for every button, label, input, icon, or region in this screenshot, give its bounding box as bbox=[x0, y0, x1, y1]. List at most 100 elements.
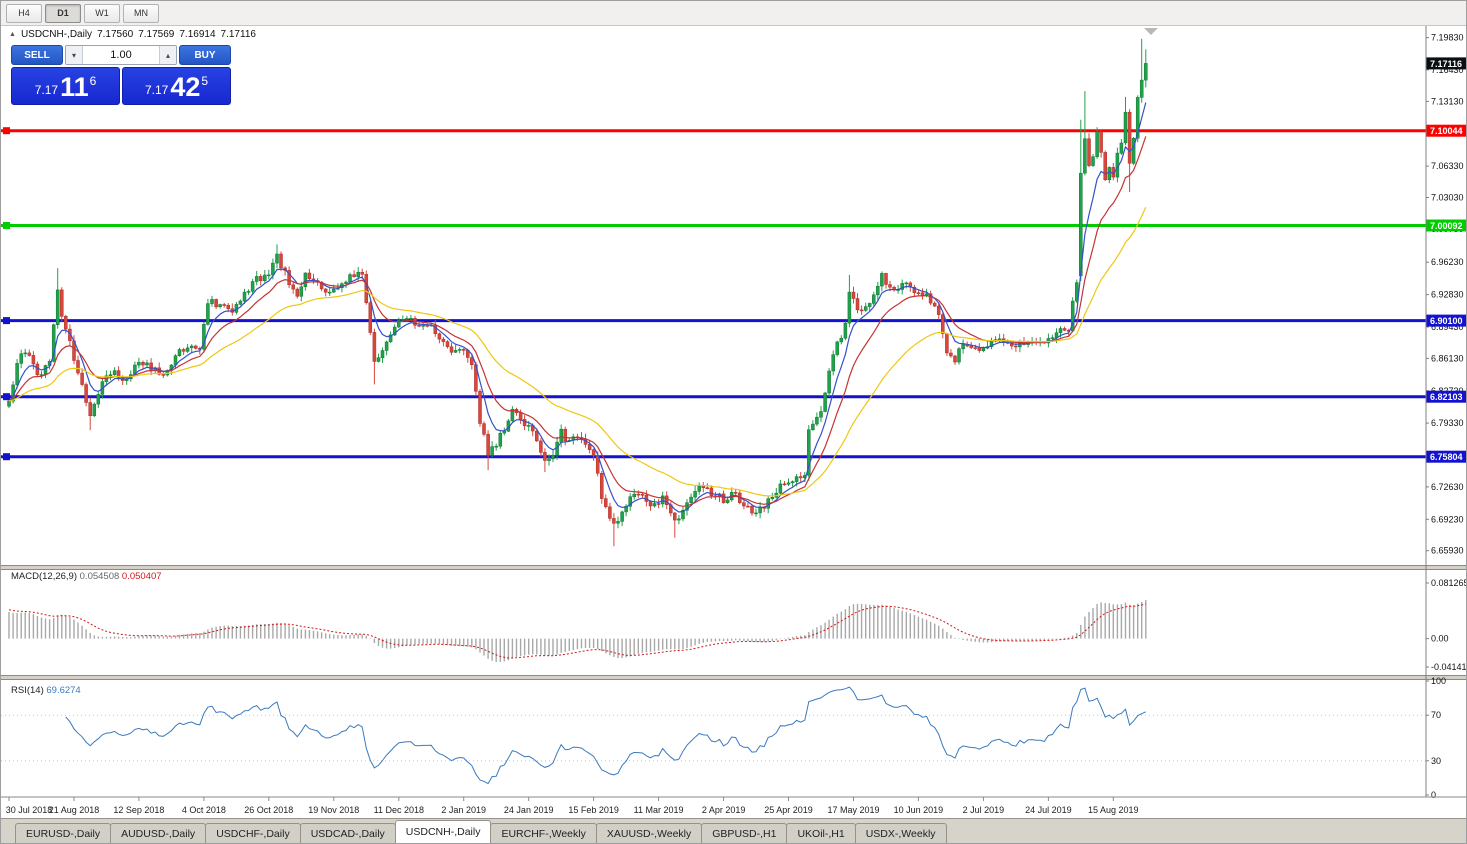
chart-canvas[interactable]: MACD(12,26,9) 0.054508 0.050407 RSI(14) 6… bbox=[1, 25, 1467, 821]
hline-left-marker bbox=[3, 453, 10, 461]
rsi-label: RSI(14) 69.6274 bbox=[11, 685, 81, 696]
price-badge: 6.75804 bbox=[1426, 450, 1466, 463]
timeframe-button-mn[interactable]: MN bbox=[123, 3, 159, 23]
buy-price-display[interactable]: 7.17 42 5 bbox=[122, 67, 231, 105]
buy-price-small: 7.17 bbox=[144, 83, 169, 97]
svg-text:6.90100: 6.90100 bbox=[1430, 316, 1463, 326]
buy-price-sup: 5 bbox=[201, 74, 209, 88]
svg-text:7.16430: 7.16430 bbox=[1431, 65, 1464, 75]
chart-shift-marker[interactable] bbox=[1144, 28, 1158, 35]
rsi-line bbox=[65, 686, 1147, 785]
svg-text:30 Jul 2018: 30 Jul 2018 bbox=[6, 805, 53, 815]
sell-price-small: 7.17 bbox=[34, 83, 59, 97]
candles bbox=[7, 38, 1148, 547]
hline-left-marker bbox=[3, 393, 10, 401]
timeframe-button-w1[interactable]: W1 bbox=[84, 3, 120, 23]
timeframe-button-d1[interactable]: D1 bbox=[45, 3, 81, 23]
chart-symbol-label: USDCNH-,Daily bbox=[20, 29, 93, 40]
price-scale[interactable]: 7.198307.164307.131307.098307.063307.030… bbox=[1425, 25, 1467, 800]
pane-separator[interactable] bbox=[1, 675, 1467, 680]
svg-text:6.92830: 6.92830 bbox=[1431, 290, 1464, 300]
svg-text:0.081265: 0.081265 bbox=[1431, 578, 1467, 588]
tab-audusd-daily[interactable]: AUDUSD-,Daily bbox=[110, 823, 207, 843]
sell-button[interactable]: SELL bbox=[11, 45, 63, 65]
svg-text:6.89430: 6.89430 bbox=[1431, 322, 1464, 332]
rsi-indicator-pane: RSI(14) 69.6274 bbox=[1, 685, 1426, 785]
svg-text:70: 70 bbox=[1431, 710, 1441, 720]
ohlc-high: 7.17569 bbox=[138, 29, 175, 40]
svg-text:30: 30 bbox=[1431, 756, 1441, 766]
ma-line-6 bbox=[8, 102, 1147, 513]
svg-text:2 Jul 2019: 2 Jul 2019 bbox=[963, 805, 1005, 815]
hline-left-marker bbox=[3, 222, 10, 229]
price-badge: 6.82103 bbox=[1426, 390, 1466, 403]
ohlc-low: 7.16914 bbox=[179, 29, 216, 40]
ma-line-13 bbox=[8, 136, 1147, 507]
svg-text:2 Apr 2019: 2 Apr 2019 bbox=[702, 805, 746, 815]
svg-text:25 Apr 2019: 25 Apr 2019 bbox=[764, 805, 813, 815]
tab-ukoil-h1[interactable]: UKOil-,H1 bbox=[786, 823, 856, 843]
collapse-triangle-icon[interactable]: ▲ bbox=[9, 31, 16, 38]
volume-increase-button[interactable]: ▴ bbox=[159, 46, 176, 64]
svg-text:7.06330: 7.06330 bbox=[1431, 161, 1464, 171]
tab-eurchf-weekly[interactable]: EURCHF-,Weekly bbox=[490, 823, 597, 843]
svg-text:10 Jun 2019: 10 Jun 2019 bbox=[894, 805, 944, 815]
ohlc-close: 7.17116 bbox=[220, 29, 256, 40]
svg-text:6.79330: 6.79330 bbox=[1431, 418, 1464, 428]
svg-text:6.75804: 6.75804 bbox=[1430, 452, 1463, 462]
hline-left-marker bbox=[3, 317, 10, 325]
svg-text:7.03030: 7.03030 bbox=[1431, 193, 1464, 203]
timeframe-toolbar: H4 D1 W1 MN bbox=[1, 1, 1466, 26]
svg-text:15 Aug 2019: 15 Aug 2019 bbox=[1088, 805, 1139, 815]
volume-input[interactable]: 1.00 bbox=[110, 49, 132, 61]
pane-separator[interactable] bbox=[1, 565, 1467, 570]
chart-ohlc-readout: ▲ USDCNH-,Daily 7.17560 7.17569 7.16914 … bbox=[9, 29, 256, 40]
svg-text:6.82103: 6.82103 bbox=[1430, 392, 1463, 402]
horizontal-lines bbox=[1, 127, 1426, 461]
svg-text:7.00092: 7.00092 bbox=[1430, 221, 1463, 231]
tab-usdchf-daily[interactable]: USDCHF-,Daily bbox=[205, 823, 301, 843]
tab-usdcad-daily[interactable]: USDCAD-,Daily bbox=[299, 823, 396, 843]
chart-tab-bar: EURUSD-,Daily AUDUSD-,Daily USDCHF-,Daily U… bbox=[1, 818, 1466, 843]
svg-text:6.65930: 6.65930 bbox=[1431, 546, 1464, 556]
tab-usdx-weekly[interactable]: USDX-,Weekly bbox=[854, 823, 947, 843]
hline-left-marker bbox=[3, 127, 10, 135]
svg-text:11 Mar 2019: 11 Mar 2019 bbox=[634, 805, 684, 815]
tab-usdcnh-daily[interactable]: USDCNH-,Daily bbox=[394, 820, 492, 843]
svg-text:0.00: 0.00 bbox=[1431, 634, 1449, 644]
svg-text:6.86130: 6.86130 bbox=[1431, 353, 1464, 363]
moving-averages bbox=[8, 102, 1147, 513]
volume-control: ▾ 1.00 ▴ bbox=[65, 45, 177, 65]
svg-text:100: 100 bbox=[1431, 676, 1446, 686]
sell-price-sup: 6 bbox=[89, 74, 97, 88]
macd-indicator-pane: MACD(12,26,9) 0.054508 0.050407 bbox=[8, 571, 1147, 662]
tab-gbpusd-h1[interactable]: GBPUSD-,H1 bbox=[701, 823, 788, 843]
sell-price-big: 11 bbox=[60, 72, 89, 102]
price-badge: 6.90100 bbox=[1426, 314, 1466, 327]
svg-text:26 Oct 2018: 26 Oct 2018 bbox=[244, 805, 293, 815]
svg-text:24 Jul 2019: 24 Jul 2019 bbox=[1025, 805, 1072, 815]
timeframe-button-h4[interactable]: H4 bbox=[6, 3, 42, 23]
price-badge: 7.00092 bbox=[1426, 219, 1466, 232]
svg-text:19 Nov 2018: 19 Nov 2018 bbox=[308, 805, 359, 815]
buy-button[interactable]: BUY bbox=[179, 45, 231, 65]
svg-text:17 May 2019: 17 May 2019 bbox=[827, 805, 879, 815]
tab-eurusd-daily[interactable]: EURUSD-,Daily bbox=[15, 823, 112, 843]
svg-text:-0.041413: -0.041413 bbox=[1431, 662, 1467, 672]
svg-text:24 Jan 2019: 24 Jan 2019 bbox=[504, 805, 554, 815]
svg-text:6.72630: 6.72630 bbox=[1431, 482, 1464, 492]
svg-text:0: 0 bbox=[1431, 790, 1436, 800]
svg-text:15 Feb 2019: 15 Feb 2019 bbox=[568, 805, 619, 815]
svg-text:7.17116: 7.17116 bbox=[1430, 59, 1462, 69]
svg-text:6.96230: 6.96230 bbox=[1431, 257, 1464, 267]
tab-xauusd-weekly[interactable]: XAUUSD-,Weekly bbox=[595, 823, 703, 843]
svg-text:21 Aug 2018: 21 Aug 2018 bbox=[49, 805, 100, 815]
sell-price-display[interactable]: 7.17 11 6 bbox=[11, 67, 120, 105]
svg-text:4 Oct 2018: 4 Oct 2018 bbox=[182, 805, 226, 815]
volume-decrease-button[interactable]: ▾ bbox=[66, 46, 83, 64]
svg-text:11 Dec 2018: 11 Dec 2018 bbox=[374, 805, 424, 815]
svg-text:12 Sep 2018: 12 Sep 2018 bbox=[113, 805, 164, 815]
svg-text:6.69230: 6.69230 bbox=[1431, 514, 1464, 524]
